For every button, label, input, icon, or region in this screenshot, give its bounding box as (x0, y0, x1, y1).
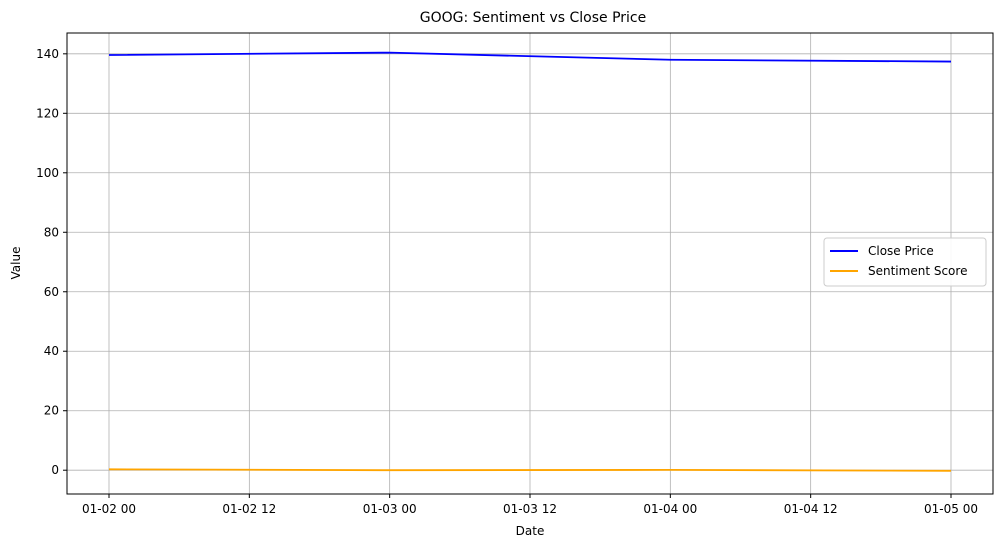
x-tick-label: 01-03 12 (503, 502, 557, 516)
x-tick-label: 01-02 12 (222, 502, 276, 516)
y-tick-label: 140 (36, 47, 59, 61)
legend-box (823, 237, 987, 287)
legend: Close Price Sentiment Score (823, 237, 987, 287)
x-tick-label: 01-05 00 (924, 502, 978, 516)
legend-label-sentiment-score: Sentiment Score (868, 264, 967, 278)
x-tick-label: 01-04 00 (643, 502, 697, 516)
y-tick-label: 0 (51, 463, 59, 477)
plot-series (108, 51, 952, 472)
y-tick-label: 100 (36, 166, 59, 180)
x-tick-label: 01-02 00 (82, 502, 136, 516)
x-axis-ticks: 01-02 00 01-02 12 01-03 00 01-03 12 01-04 00… (82, 494, 978, 516)
y-tick-label: 120 (36, 106, 59, 120)
series-line-sentiment-score (108, 468, 952, 472)
chart-title: GOOG: Sentiment vs Close Price (420, 10, 647, 26)
y-tick-label: 80 (44, 225, 59, 239)
y-axis-ticks: 0 20 40 60 80 100 120 140 (36, 47, 67, 477)
grid (67, 33, 993, 494)
x-tick-label: 01-04 12 (784, 502, 838, 516)
y-tick-label: 40 (44, 344, 59, 358)
x-tick-label: 01-03 00 (363, 502, 417, 516)
legend-label-close-price: Close Price (868, 244, 934, 258)
y-axis-label: Value (9, 247, 23, 280)
x-axis-label: Date (516, 524, 545, 538)
series-line-close-price (108, 51, 952, 63)
y-tick-label: 60 (44, 285, 59, 299)
y-tick-label: 20 (44, 404, 59, 418)
